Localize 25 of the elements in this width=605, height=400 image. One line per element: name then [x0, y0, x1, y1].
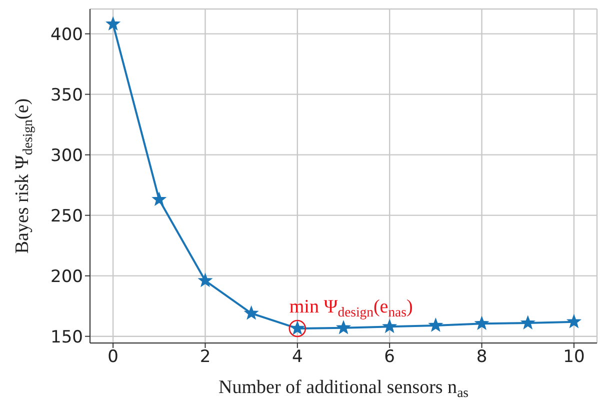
y-tick-label: 350	[50, 85, 83, 106]
y-tick-label: 250	[50, 206, 83, 226]
x-tick-label: 6	[384, 347, 396, 368]
x-tick-label: 10	[563, 347, 585, 368]
point	[382, 320, 396, 332]
point	[521, 316, 535, 329]
y-tick-label: 150	[50, 327, 83, 348]
point	[336, 320, 350, 334]
y-tick-label: 200	[50, 266, 83, 287]
point	[429, 318, 442, 332]
x-tick-label: 2	[200, 347, 211, 368]
x-tick-label: 8	[476, 347, 488, 368]
y-tick-label: 400	[50, 24, 83, 45]
point	[567, 314, 581, 328]
point	[152, 192, 166, 206]
point	[475, 316, 488, 330]
point	[106, 17, 120, 30]
point	[244, 306, 258, 320]
annotation-callout: min Ψ$_{design}$(e$_{nas}$)	[288, 296, 413, 338]
point	[198, 274, 212, 286]
y-tick-label: 300	[50, 146, 83, 166]
x-tick-label: 4	[292, 347, 303, 368]
x-axis-title: Number of additional sensors n$_{as}$	[218, 377, 468, 400]
annotation: min Ψ$_{design}$(e$_{nas}$)	[289, 296, 413, 319]
x-tick-label: 0	[108, 347, 118, 368]
